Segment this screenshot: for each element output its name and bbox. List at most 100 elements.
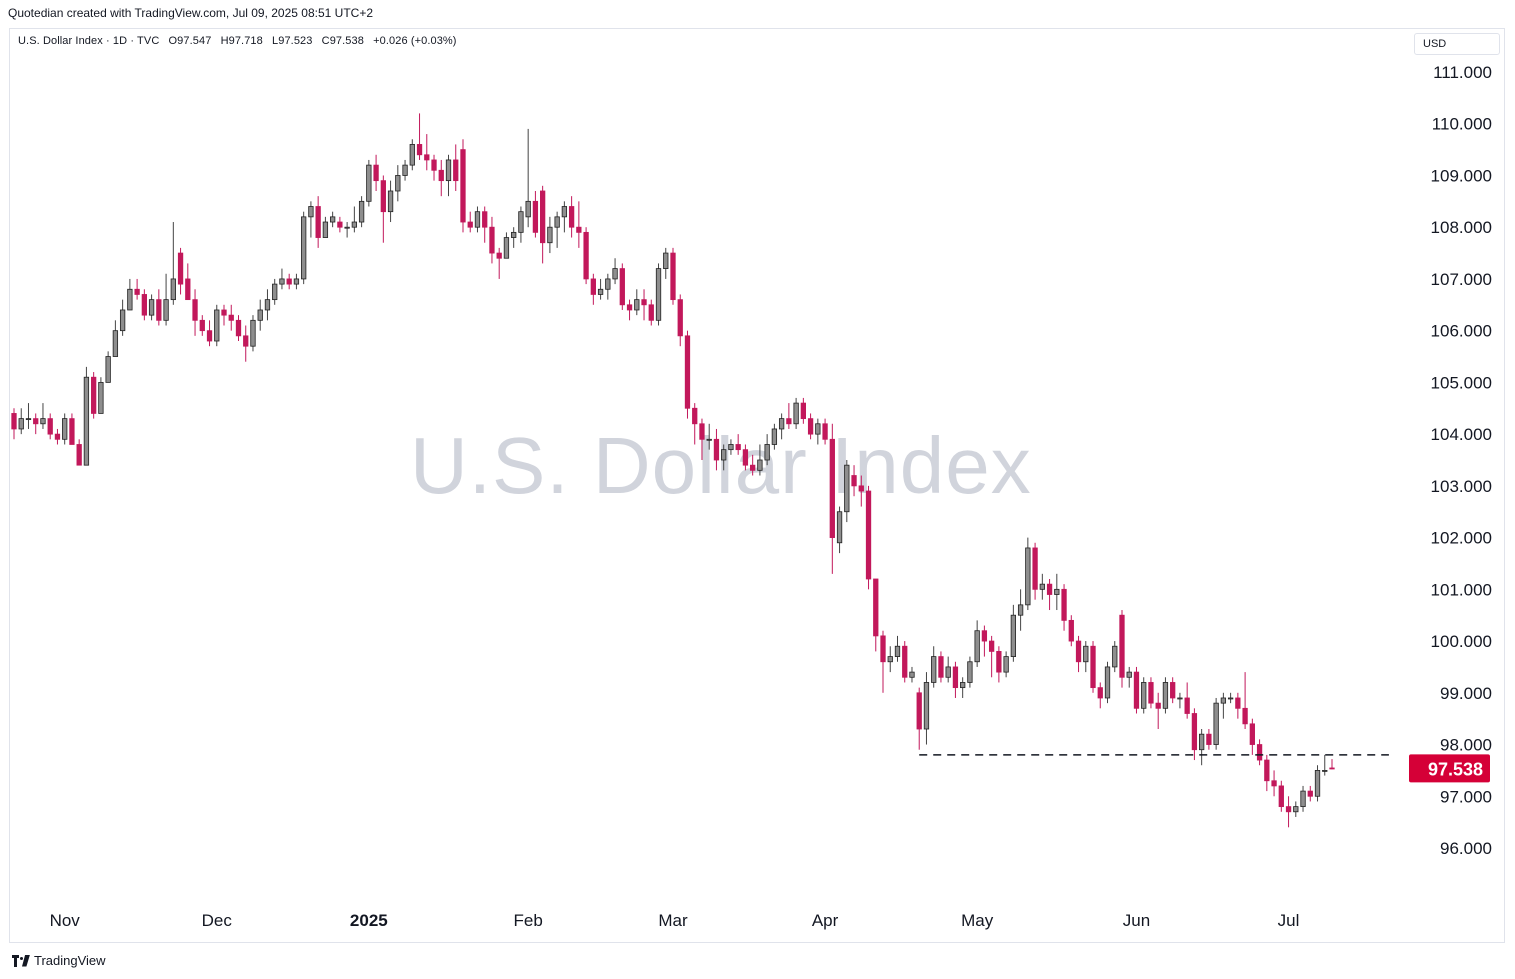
candle[interactable] <box>692 403 698 445</box>
candle[interactable] <box>424 134 430 171</box>
candle[interactable] <box>214 304 220 347</box>
candle[interactable] <box>1191 708 1198 761</box>
candle[interactable] <box>1097 682 1103 709</box>
candle[interactable] <box>163 273 169 326</box>
candle[interactable] <box>1307 785 1313 802</box>
candle[interactable] <box>1206 729 1212 750</box>
candle[interactable] <box>931 646 937 688</box>
candle[interactable] <box>206 320 213 347</box>
candle[interactable] <box>945 656 951 683</box>
candle[interactable] <box>1264 754 1270 792</box>
candle[interactable] <box>1104 661 1111 704</box>
candle[interactable] <box>561 201 568 233</box>
candle[interactable] <box>1017 589 1024 631</box>
candle[interactable] <box>634 289 640 316</box>
candle[interactable] <box>655 263 662 326</box>
candle[interactable] <box>257 299 263 331</box>
candle[interactable] <box>1133 666 1140 714</box>
candle[interactable] <box>851 465 857 497</box>
candle[interactable] <box>1032 542 1038 600</box>
candle[interactable] <box>1054 573 1060 611</box>
candle[interactable] <box>1119 610 1125 688</box>
candle[interactable] <box>1068 615 1074 647</box>
candle[interactable] <box>243 325 249 362</box>
candle[interactable] <box>148 294 155 321</box>
candle[interactable] <box>583 227 589 285</box>
candle[interactable] <box>764 434 770 466</box>
candle[interactable] <box>800 397 806 424</box>
candle[interactable] <box>822 418 828 445</box>
candle[interactable] <box>496 247 502 279</box>
candle[interactable] <box>1155 692 1161 730</box>
candle[interactable] <box>337 216 343 233</box>
candle[interactable] <box>1148 677 1154 709</box>
candle[interactable] <box>409 139 415 171</box>
candle[interactable] <box>62 413 68 445</box>
candle[interactable] <box>351 206 358 233</box>
candle[interactable] <box>329 211 336 228</box>
candle[interactable] <box>91 372 97 419</box>
candle[interactable] <box>373 154 379 191</box>
candle[interactable] <box>1061 584 1067 631</box>
symbol-name[interactable]: U.S. Dollar Index · 1D · TVC <box>18 35 160 47</box>
candle[interactable] <box>771 423 778 450</box>
candle[interactable] <box>460 139 466 233</box>
candle[interactable] <box>1003 651 1009 678</box>
candle[interactable] <box>916 687 922 750</box>
candle[interactable] <box>503 232 510 259</box>
candle[interactable] <box>742 444 749 471</box>
candle[interactable] <box>786 403 792 429</box>
candle[interactable] <box>141 289 147 321</box>
candle[interactable] <box>279 268 285 290</box>
candle[interactable] <box>1141 677 1147 714</box>
candle[interactable] <box>474 206 481 233</box>
candle[interactable] <box>873 578 879 652</box>
candle[interactable] <box>105 351 111 383</box>
candle[interactable] <box>431 154 437 181</box>
candle[interactable] <box>69 413 75 445</box>
candle[interactable] <box>829 423 835 574</box>
candle[interactable] <box>1184 682 1190 719</box>
candle[interactable] <box>83 366 90 466</box>
candle[interactable] <box>1025 537 1031 611</box>
candle[interactable] <box>728 439 734 455</box>
candle[interactable] <box>815 418 821 445</box>
candle[interactable] <box>1010 604 1017 662</box>
candle[interactable] <box>170 222 176 305</box>
candle[interactable] <box>395 165 401 202</box>
candle[interactable] <box>1112 641 1118 673</box>
candle[interactable] <box>858 475 864 507</box>
candle[interactable] <box>706 423 712 450</box>
candle[interactable] <box>1235 692 1241 719</box>
symbol-legend[interactable]: U.S. Dollar Index · 1D · TVC O97.547 H97… <box>18 35 463 47</box>
candle[interactable] <box>511 227 517 248</box>
candle[interactable] <box>836 506 843 554</box>
candle[interactable] <box>1256 739 1263 766</box>
candle[interactable] <box>18 408 24 435</box>
candle[interactable] <box>416 113 423 160</box>
candle[interactable] <box>293 273 300 290</box>
candle[interactable] <box>134 278 140 300</box>
candle[interactable] <box>250 315 256 352</box>
candle[interactable] <box>996 646 1002 683</box>
candle[interactable] <box>1329 759 1335 770</box>
candle[interactable] <box>1242 672 1248 730</box>
candle[interactable] <box>750 454 756 476</box>
candle[interactable] <box>532 190 539 238</box>
candle[interactable] <box>199 315 205 336</box>
candle[interactable] <box>525 128 531 228</box>
candle[interactable] <box>358 196 365 228</box>
candle[interactable] <box>453 144 459 191</box>
candle[interactable] <box>1220 692 1227 719</box>
candle[interactable] <box>677 294 683 347</box>
candle[interactable] <box>1271 770 1277 797</box>
candle[interactable] <box>438 159 444 197</box>
candle[interactable] <box>1090 641 1096 693</box>
candle[interactable] <box>576 201 582 248</box>
candle[interactable] <box>518 206 524 243</box>
candle[interactable] <box>228 304 234 331</box>
candle[interactable] <box>344 222 350 238</box>
candle[interactable] <box>112 320 119 357</box>
candle[interactable] <box>40 403 46 429</box>
